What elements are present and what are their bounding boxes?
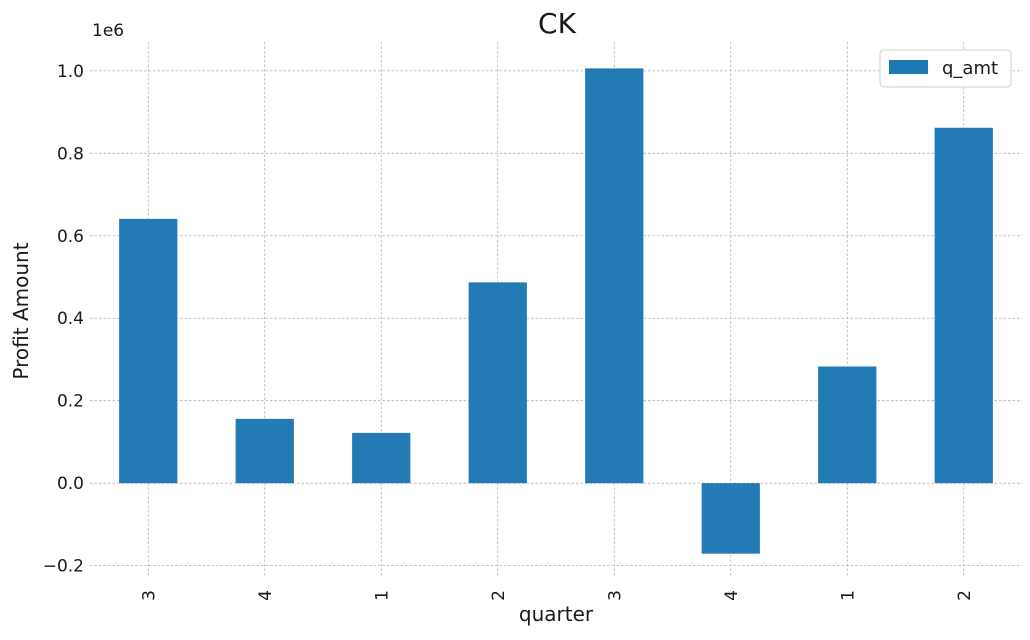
y-offset-label: 1e6 (92, 21, 124, 41)
x-tick-label: 1 (838, 590, 858, 601)
y-axis-ticks: −0.2 0.0 0.2 0.4 0.6 0.8 1.0 (43, 62, 84, 577)
legend-swatch (889, 60, 928, 74)
x-tick-label: 4 (722, 590, 742, 601)
bar-6 (701, 483, 760, 554)
y-tick-label: 0.4 (57, 309, 84, 329)
y-tick-label: −0.2 (43, 557, 84, 577)
legend: q_amt (879, 49, 1012, 88)
x-axis-ticks: 3 4 1 2 3 4 1 2 (139, 590, 975, 601)
grid (90, 42, 1022, 578)
y-tick-label: 0.6 (57, 227, 84, 247)
x-tick-label: 3 (139, 590, 159, 601)
legend-frame (879, 49, 1012, 88)
bar-1 (119, 218, 178, 484)
x-tick-label: 2 (489, 590, 509, 601)
y-tick-label: 0.2 (57, 392, 84, 412)
x-axis-label: quarter (519, 602, 594, 626)
bar-4 (468, 282, 527, 484)
bars (119, 68, 993, 554)
x-tick-label: 1 (372, 590, 392, 601)
bar-5 (585, 68, 644, 484)
bar-2 (235, 418, 294, 484)
bar-7 (818, 366, 877, 484)
bar-3 (352, 432, 411, 484)
x-tick-label: 3 (605, 590, 625, 601)
y-tick-label: 0.0 (57, 474, 84, 494)
y-tick-label: 1.0 (57, 62, 84, 82)
chart-title: CK (538, 7, 577, 40)
bar-8 (934, 127, 993, 484)
x-tick-label: 2 (955, 590, 975, 601)
legend-label: q_amt (942, 58, 998, 79)
x-tick-label: 4 (256, 590, 276, 601)
y-axis-label: Profit Amount (9, 242, 33, 379)
y-tick-label: 0.8 (57, 144, 84, 164)
